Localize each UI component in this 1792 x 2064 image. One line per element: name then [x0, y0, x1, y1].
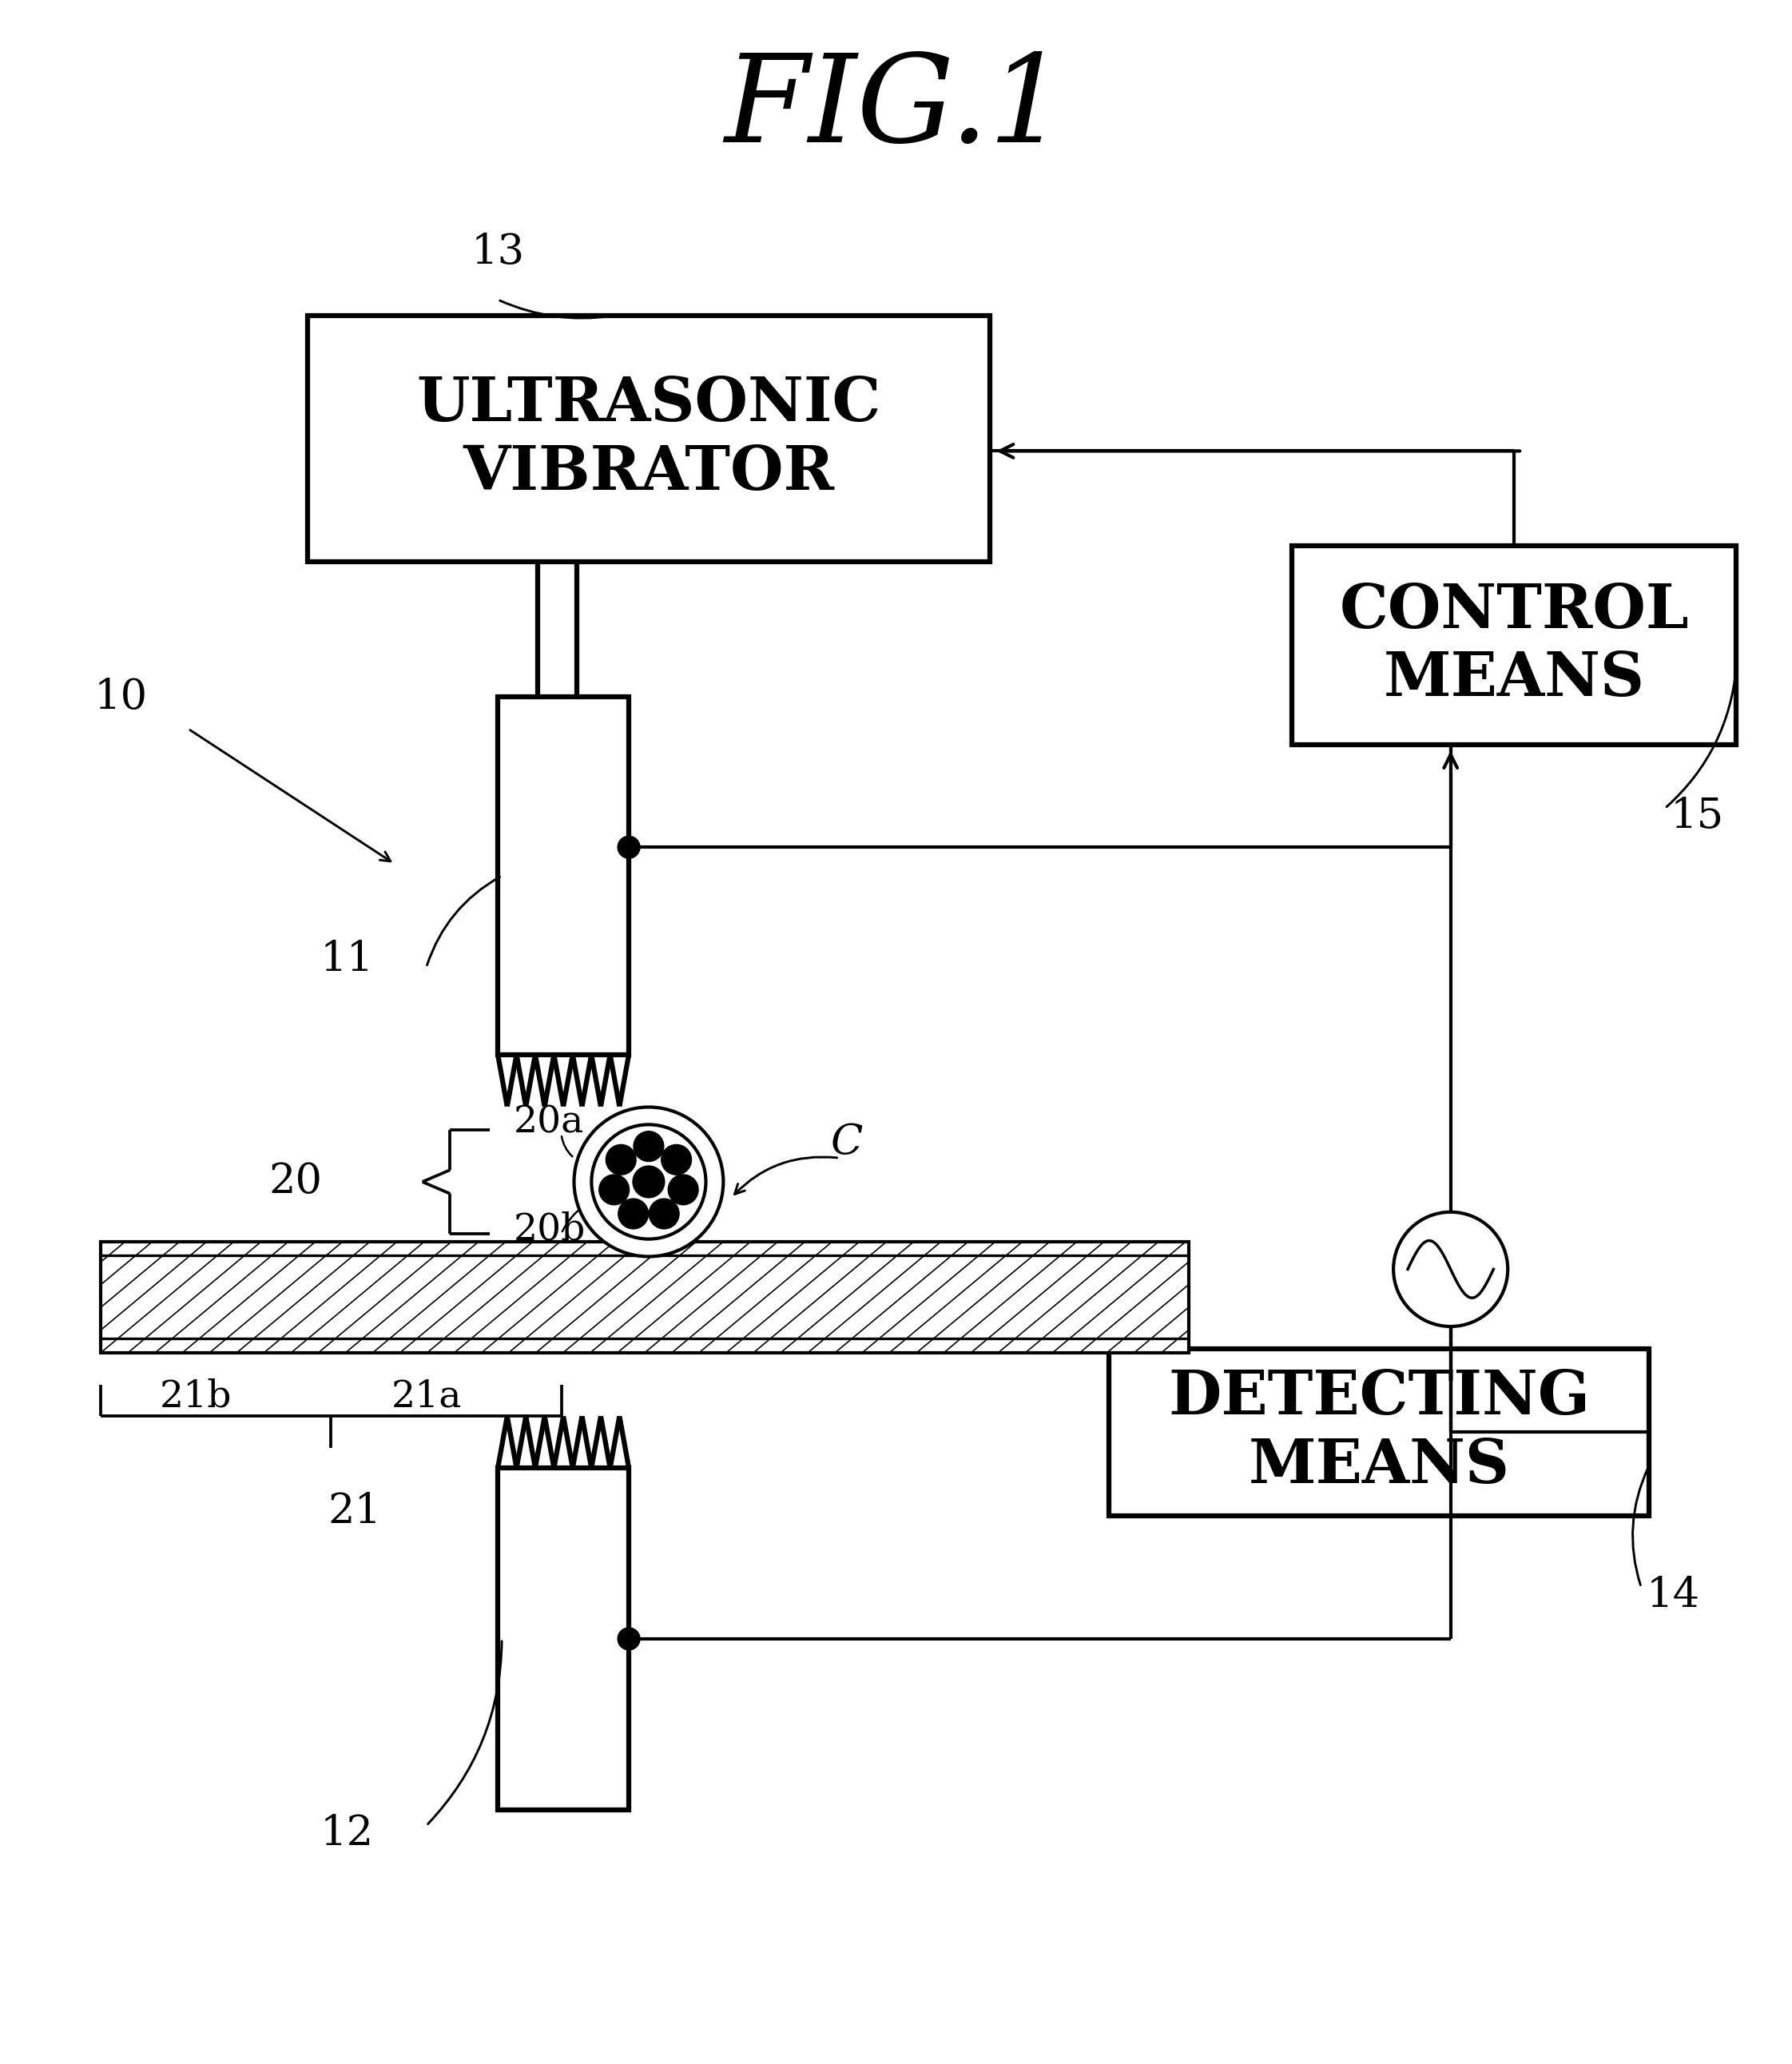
- Text: DETECTING
MEANS: DETECTING MEANS: [1168, 1368, 1590, 1496]
- Bar: [1109, 1348, 1649, 1515]
- Text: ULTRASONIC
VIBRATOR: ULTRASONIC VIBRATOR: [416, 376, 882, 502]
- Circle shape: [591, 1125, 706, 1238]
- Circle shape: [668, 1174, 699, 1205]
- Circle shape: [606, 1146, 636, 1174]
- Circle shape: [599, 1174, 629, 1205]
- Circle shape: [661, 1146, 692, 1174]
- Text: 20a: 20a: [514, 1104, 584, 1139]
- Text: 15: 15: [1670, 797, 1724, 836]
- Circle shape: [634, 1131, 663, 1162]
- Bar: [498, 698, 629, 1055]
- Text: C: C: [831, 1121, 864, 1162]
- Text: 20b: 20b: [514, 1212, 586, 1247]
- Text: 21a: 21a: [391, 1379, 462, 1414]
- Text: CONTROL
MEANS: CONTROL MEANS: [1339, 582, 1688, 710]
- Bar: [100, 1240, 1188, 1352]
- Circle shape: [573, 1106, 724, 1257]
- Bar: [306, 316, 991, 561]
- Text: 11: 11: [321, 939, 375, 980]
- Circle shape: [633, 1166, 665, 1197]
- Circle shape: [649, 1199, 679, 1228]
- Circle shape: [1394, 1212, 1507, 1327]
- Bar: [1292, 547, 1736, 745]
- Text: 21b: 21b: [159, 1379, 233, 1414]
- Circle shape: [618, 1199, 649, 1228]
- Text: 21: 21: [328, 1492, 382, 1531]
- Text: 13: 13: [471, 231, 525, 272]
- Circle shape: [618, 1628, 640, 1649]
- Bar: [498, 1468, 629, 1810]
- Text: 12: 12: [321, 1812, 375, 1853]
- Text: 20: 20: [269, 1162, 323, 1201]
- Text: FIG.1: FIG.1: [724, 50, 1066, 167]
- Circle shape: [618, 836, 640, 859]
- Text: 14: 14: [1647, 1575, 1701, 1616]
- Text: 10: 10: [93, 677, 147, 718]
